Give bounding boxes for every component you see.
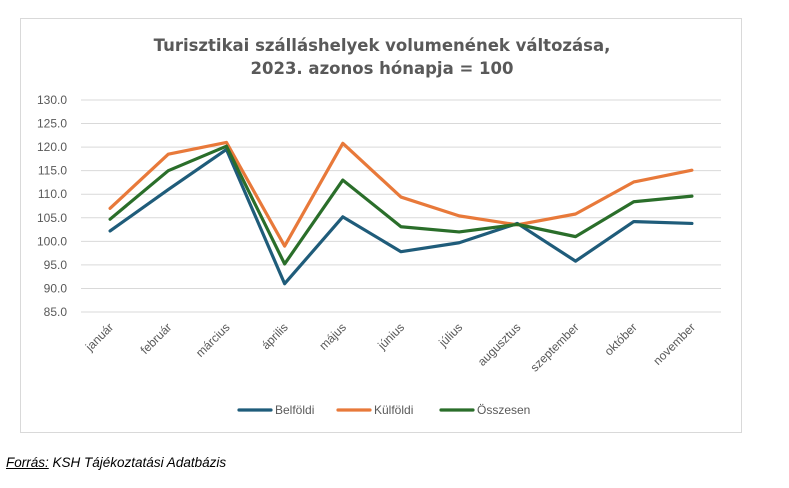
chart-frame: Turisztikai szálláshelyek volumenének vá… — [20, 18, 742, 433]
legend: Belföldi Külföldi Összesen — [237, 403, 530, 417]
source-text: KSH Tájékoztatási Adatbázis — [48, 455, 227, 470]
y-tick-label: 95.0 — [44, 258, 68, 272]
x-tick-label: március — [193, 320, 233, 360]
y-tick-label: 120.0 — [37, 140, 67, 154]
series-lines — [108, 140, 694, 286]
x-tick-label: február — [138, 320, 175, 357]
x-tick-label: május — [316, 320, 349, 353]
source-note: Forrás: KSH Tájékoztatási Adatbázis — [6, 455, 226, 470]
series-line-3 — [108, 144, 694, 266]
source-label: Forrás: — [6, 455, 49, 470]
legend-label: Összesen — [477, 403, 530, 417]
y-tick-label: 125.0 — [37, 117, 67, 131]
chart-title: Turisztikai szálláshelyek volumenének vá… — [154, 36, 611, 55]
x-tick-label: augusztus — [475, 320, 524, 369]
x-tick-label: október — [602, 320, 640, 358]
x-axis-ticks: január február március április május június jú… — [82, 320, 698, 374]
chart-subtitle: 2023. azonos hónapja = 100 — [251, 59, 514, 78]
y-axis-ticks: 130.0 125.0 120.0 115.0 110.0 105.0 100.0 95.0 9… — [37, 93, 67, 319]
y-tick-label: 100.0 — [37, 234, 67, 248]
series-line-1 — [108, 147, 694, 286]
line-chart: Turisztikai szálláshelyek volumenének vá… — [37, 36, 721, 417]
legend-label: Külföldi — [374, 403, 413, 417]
x-tick-label: szeptember — [527, 320, 581, 374]
x-tick-label: július — [435, 320, 465, 350]
y-tick-label: 130.0 — [37, 93, 67, 107]
y-tick-label: 85.0 — [44, 305, 68, 319]
series-line-2 — [108, 140, 694, 248]
y-tick-label: 90.0 — [44, 281, 68, 295]
y-tick-label: 115.0 — [38, 164, 67, 178]
x-tick-label: január — [82, 320, 116, 354]
y-tick-label: 105.0 — [37, 211, 67, 225]
x-tick-label: április — [259, 320, 291, 352]
legend-label: Belföldi — [275, 403, 314, 417]
y-tick-label: 110.0 — [38, 187, 67, 201]
gridlines — [81, 99, 721, 313]
x-tick-label: június — [374, 320, 407, 353]
x-tick-label: november — [650, 320, 698, 368]
